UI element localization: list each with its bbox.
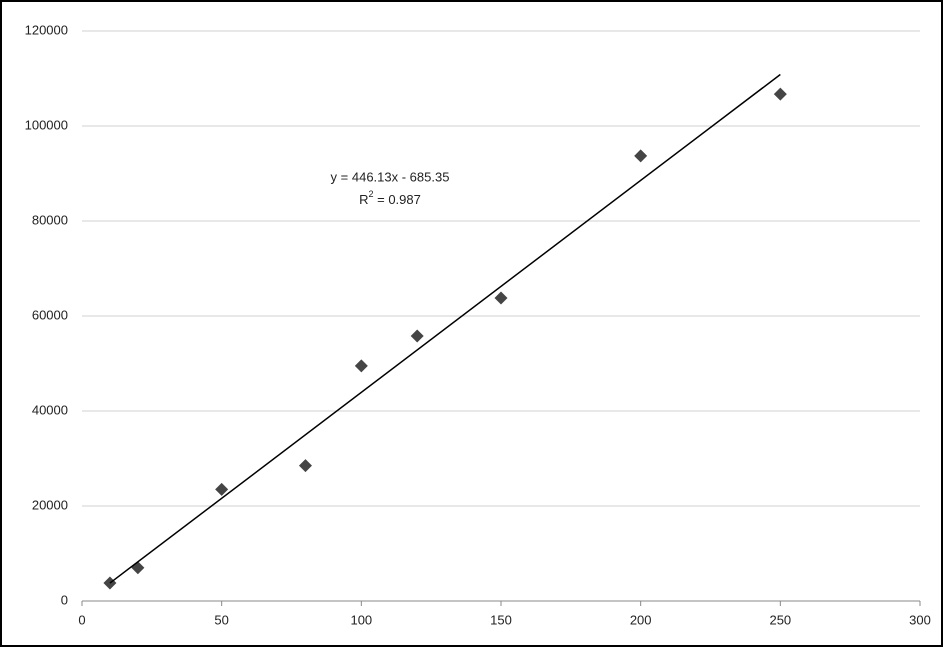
x-tick-label: 250 [769, 612, 791, 627]
x-tick-label: 150 [490, 612, 512, 627]
data-point [354, 359, 368, 373]
y-tick-label: 80000 [32, 212, 68, 227]
data-point [410, 329, 424, 343]
x-tick-label: 300 [909, 612, 931, 627]
x-tick-label: 200 [630, 612, 652, 627]
y-tick-label: 20000 [32, 497, 68, 512]
trendline [109, 73, 781, 584]
trendline-equation: y = 446.13x - 685.35 [331, 169, 450, 184]
y-tick-label: 120000 [25, 22, 68, 37]
y-tick-label: 60000 [32, 307, 68, 322]
r-squared-base: R [359, 192, 368, 207]
r-squared-sup: 2 [369, 189, 374, 199]
y-tick-label: 40000 [32, 402, 68, 417]
data-point [634, 149, 648, 163]
x-tick-label: 100 [350, 612, 372, 627]
y-tick-label: 0 [61, 592, 68, 607]
data-point [773, 87, 787, 101]
x-tick-label: 50 [214, 612, 228, 627]
y-tick-label: 100000 [25, 117, 68, 132]
data-point [494, 291, 508, 305]
r-squared-rest: = 0.987 [374, 192, 421, 207]
data-point [215, 482, 229, 496]
data-point [298, 459, 312, 473]
x-tick-label: 0 [78, 612, 85, 627]
r-squared-label: R2 = 0.987 [359, 189, 421, 207]
